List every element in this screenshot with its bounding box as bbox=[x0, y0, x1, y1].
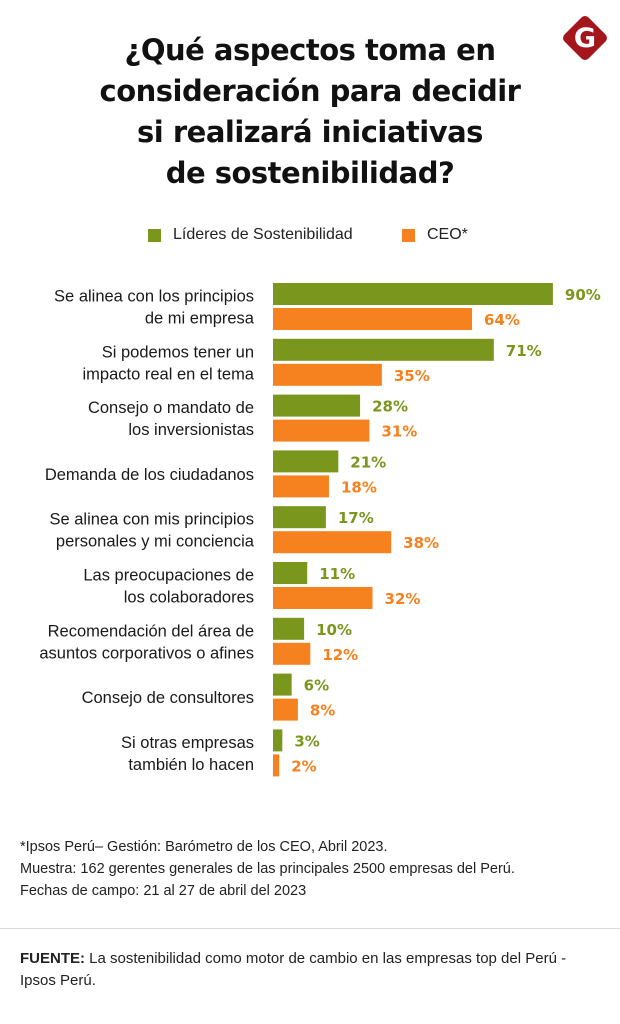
bar-ceo bbox=[273, 363, 382, 386]
bar-ceo bbox=[273, 587, 373, 609]
bar-lideres bbox=[273, 673, 292, 696]
bar-group: Recomendación del área de asuntos corpora… bbox=[39, 617, 358, 665]
bar-ceo bbox=[273, 698, 298, 721]
category-label: Si otras empresas bbox=[121, 734, 254, 752]
value-label-lideres: 90% bbox=[565, 286, 601, 304]
value-label-lideres: 17% bbox=[338, 509, 374, 527]
category-label: asuntos corporativos o afines bbox=[39, 644, 254, 662]
bar-ceo bbox=[273, 754, 280, 777]
category-label: Consejo o mandato de bbox=[88, 399, 254, 417]
title-line: consideración para decidir bbox=[99, 74, 521, 108]
value-label-lideres: 3% bbox=[294, 732, 319, 750]
value-label-ceo: 31% bbox=[381, 423, 417, 441]
category-label: Se alinea con los principios bbox=[54, 288, 254, 306]
legend-label-ceo: CEO* bbox=[427, 226, 468, 243]
bar-group: Las preocupaciones de los colaboradores 11… bbox=[83, 562, 420, 609]
bar-group: Si otras empresas también lo hacen 3% 2% bbox=[121, 729, 320, 777]
value-label-lideres: 10% bbox=[316, 621, 352, 639]
value-label-lideres: 28% bbox=[372, 398, 408, 416]
bar-ceo bbox=[273, 642, 311, 665]
footnote-line: Muestra: 162 gerentes generales de las p… bbox=[20, 861, 515, 877]
bar-ceo bbox=[273, 475, 329, 498]
title-line: de sostenibilidad? bbox=[165, 156, 455, 190]
bar-group: Si podemos tener un impacto real en el te… bbox=[82, 338, 542, 386]
category-label: Recomendación del área de bbox=[48, 622, 254, 640]
title-line: si realizará iniciativas bbox=[137, 115, 483, 149]
category-label: también lo hacen bbox=[128, 756, 254, 774]
category-label: Se alinea con mis principios bbox=[49, 511, 254, 529]
legend-item-ceo: CEO* bbox=[402, 226, 468, 244]
source: FUENTE: La sostenibilidad como motor de … bbox=[20, 948, 580, 992]
value-label-lideres: 11% bbox=[319, 565, 355, 583]
bar-lideres bbox=[273, 450, 339, 473]
category-label: impacto real en el tema bbox=[82, 365, 254, 383]
value-label-ceo: 64% bbox=[484, 311, 520, 329]
bar-lideres bbox=[273, 283, 553, 305]
bar-lideres bbox=[273, 562, 308, 584]
value-label-ceo: 8% bbox=[310, 702, 335, 720]
category-label: de mi empresa bbox=[145, 310, 255, 328]
source-text: La sostenibilidad como motor de cambio e… bbox=[20, 950, 567, 989]
bar-ceo bbox=[273, 308, 473, 330]
chart-title: ¿Qué aspectos toma en consideración para… bbox=[40, 30, 580, 194]
svg-text:G: G bbox=[574, 23, 596, 54]
category-label: Las preocupaciones de bbox=[83, 567, 254, 585]
divider bbox=[0, 928, 620, 929]
category-label: Si podemos tener un bbox=[102, 343, 254, 361]
value-label-lideres: 6% bbox=[304, 677, 329, 695]
gestion-logo-icon: G bbox=[563, 16, 607, 60]
category-label: personales y mi conciencia bbox=[56, 533, 255, 551]
bar-chart: Se alinea con los principios de mi empres… bbox=[39, 283, 601, 777]
bar-group: Demanda de los ciudadanos 21% 18% bbox=[45, 450, 386, 498]
value-label-ceo: 18% bbox=[341, 478, 377, 496]
category-label: Demanda de los ciudadanos bbox=[45, 466, 254, 484]
bar-lideres bbox=[273, 617, 305, 640]
footnote-line: Fechas de campo: 21 al 27 de abril del 2… bbox=[20, 883, 307, 899]
bar-lideres bbox=[273, 394, 361, 417]
value-label-ceo: 38% bbox=[403, 534, 439, 552]
legend-swatch-ceo bbox=[402, 228, 415, 242]
bar-ceo bbox=[273, 419, 370, 442]
legend-swatch-lideres bbox=[148, 228, 161, 242]
category-label: los inversionistas bbox=[128, 421, 254, 439]
value-label-lideres: 71% bbox=[506, 342, 542, 360]
bar-lideres bbox=[273, 338, 494, 361]
bar-group: Se alinea con mis principios personales y… bbox=[49, 506, 439, 554]
value-label-ceo: 35% bbox=[394, 367, 430, 385]
footnotes: *Ipsos Perú– Gestión: Barómetro de los C… bbox=[20, 836, 515, 902]
bar-group: Se alinea con los principios de mi empres… bbox=[54, 283, 601, 330]
source-label: FUENTE: bbox=[20, 950, 85, 967]
footnote-line: *Ipsos Perú– Gestión: Barómetro de los C… bbox=[20, 839, 388, 855]
value-label-lideres: 21% bbox=[350, 453, 386, 471]
title-line: ¿Qué aspectos toma en bbox=[124, 33, 496, 67]
bar-lideres bbox=[273, 506, 326, 529]
value-label-ceo: 2% bbox=[291, 757, 316, 775]
legend-item-lideres: Líderes de Sostenibilidad bbox=[148, 226, 353, 244]
bar-ceo bbox=[273, 531, 392, 554]
bar-group: Consejo de consultores 6% 8% bbox=[82, 673, 335, 721]
bar-lideres bbox=[273, 729, 283, 752]
legend-label-lideres: Líderes de Sostenibilidad bbox=[173, 226, 353, 243]
value-label-ceo: 32% bbox=[385, 590, 421, 608]
value-label-ceo: 12% bbox=[322, 646, 358, 664]
bar-group: Consejo o mandato de los inversionistas 28… bbox=[88, 394, 417, 442]
category-label: los colaboradores bbox=[124, 589, 254, 607]
category-label: Consejo de consultores bbox=[82, 689, 254, 707]
